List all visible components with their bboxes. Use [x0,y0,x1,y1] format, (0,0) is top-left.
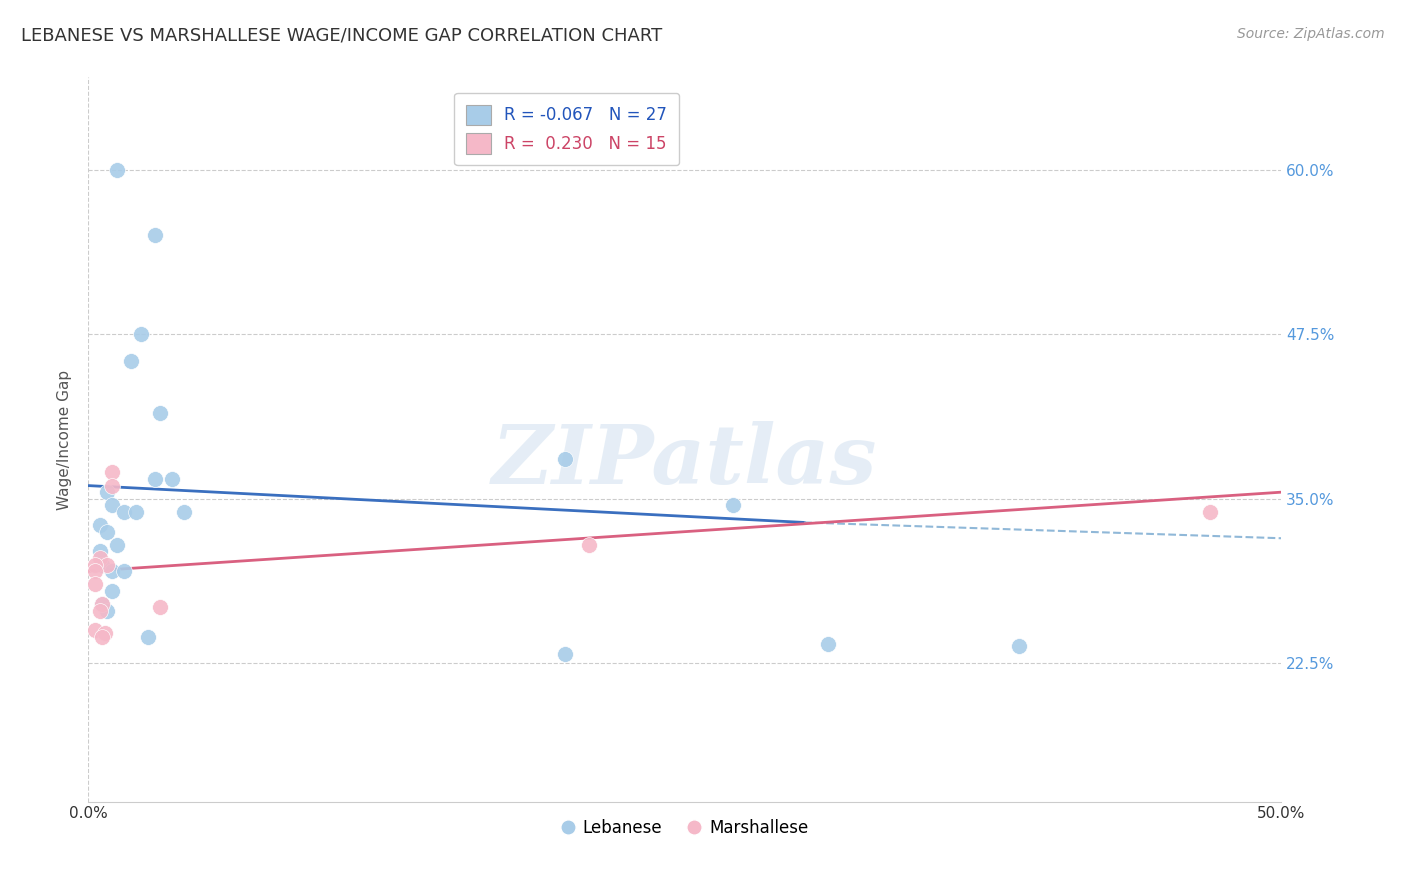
Point [1198,505,1220,519]
Point [125,505,148,519]
Point [105,162,128,177]
Text: ZIPatlas: ZIPatlas [492,421,877,501]
Point [89,551,111,566]
Point [101,564,124,578]
Point [578,538,600,552]
Point [84,624,107,638]
Point [554,452,576,467]
Point [554,647,576,661]
Point [101,583,124,598]
Point [101,478,124,492]
Point [84,564,107,578]
Point [96,524,118,539]
Y-axis label: Wage/Income Gap: Wage/Income Gap [58,369,72,509]
Point [91,597,114,611]
Point [84,558,107,572]
Point [143,472,166,486]
Point [94,626,117,640]
Point [721,499,744,513]
Point [1008,639,1031,653]
Point [89,518,111,533]
Point [149,406,172,420]
Point [136,630,159,644]
Point [91,597,114,611]
Point [817,637,839,651]
Point [129,327,152,342]
Point [84,577,107,591]
Point [173,505,195,519]
Point [101,499,124,513]
Point [112,505,135,519]
Point [149,599,172,614]
Point [91,630,114,644]
Point [89,604,111,618]
Text: Source: ZipAtlas.com: Source: ZipAtlas.com [1237,27,1385,41]
Legend: Lebanese, Marshallese: Lebanese, Marshallese [554,813,815,844]
Point [91,558,114,572]
Point [120,353,142,368]
Point [89,544,111,558]
Point [96,604,118,618]
Text: LEBANESE VS MARSHALLESE WAGE/INCOME GAP CORRELATION CHART: LEBANESE VS MARSHALLESE WAGE/INCOME GAP … [21,27,662,45]
Point [96,485,118,500]
Point [96,558,118,572]
Point [101,466,124,480]
Point [105,538,128,552]
Point [143,228,166,243]
Point [160,472,183,486]
Point [112,564,135,578]
